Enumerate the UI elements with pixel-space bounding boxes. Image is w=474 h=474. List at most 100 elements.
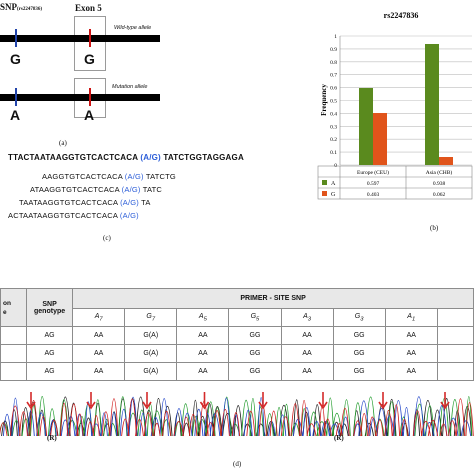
primer-cell: AA xyxy=(72,362,126,381)
primer-seq-post: TATC xyxy=(142,185,163,194)
red-arrow-icon xyxy=(142,392,152,410)
primer-snp-site: (A/G) xyxy=(124,172,144,181)
primer-cell: G(A) xyxy=(124,326,178,345)
subheader-a3: A3 xyxy=(280,308,334,327)
trace-peak xyxy=(121,398,172,437)
y-tick-label: 0.4 xyxy=(330,111,337,117)
subheader-index: 5 xyxy=(203,316,207,323)
primer-snp-site: (A/G) xyxy=(119,211,139,220)
trace-peak xyxy=(174,397,231,437)
template-seq-pre: TTACTAATAAGGTGTCACTCACA xyxy=(8,153,138,162)
primer-cell: AA xyxy=(280,362,334,381)
snp-id-sub: (rs2247836) xyxy=(17,7,43,12)
red-arrow-icon xyxy=(258,392,268,410)
trace-peak xyxy=(412,398,474,437)
red-arrow-icon xyxy=(199,392,210,410)
genotype-cell: AG xyxy=(26,326,74,345)
template-seq-post: TATCTGGTAGGAGA xyxy=(163,153,244,162)
bar-a-0 xyxy=(359,87,373,165)
data-value-label: 0.062 xyxy=(433,192,446,198)
y-tick-label: 0.6 xyxy=(330,86,337,92)
primer-3: TAATAAGGTGTCACTCACA (A/G) TA xyxy=(19,198,151,207)
mut-exon-allele: A xyxy=(84,107,95,123)
subheader-index: 7 xyxy=(99,316,103,323)
frequency-chart: rs2247836 Frequency 00.10.20.30.40.50.60… xyxy=(317,11,473,200)
red-arrow-icon xyxy=(318,392,328,410)
primer-cell: AA xyxy=(72,344,126,363)
subheader-a1: A1 xyxy=(384,308,438,327)
primer-seq-pre: ATAAGGTGTCACTCACA xyxy=(30,185,122,194)
subheader-letter: A xyxy=(198,312,204,320)
subheader-extra xyxy=(436,308,474,327)
trace-peak xyxy=(413,396,472,437)
caption-c: (c) xyxy=(103,234,111,242)
caption-d: (d) xyxy=(233,460,242,468)
y-tick-label: 0.5 xyxy=(330,99,337,105)
category-label: Europe (CEU) xyxy=(357,169,389,176)
primer-4: ACTAATAAGGTGTCACTCACA (A/G) xyxy=(8,211,139,220)
primer-site-header-text: PRIMER - SITE SNP xyxy=(240,295,306,302)
trace-peak xyxy=(353,396,408,437)
population-cell xyxy=(0,344,28,363)
exon5-box-top xyxy=(74,16,106,71)
trace-peak xyxy=(173,400,230,437)
population-cell xyxy=(0,362,28,381)
chart-y-axis-label: Frequency xyxy=(320,84,328,116)
subheader-index: 5 xyxy=(256,316,260,323)
table-row: AG AA G(A) AA GG AA GG AA xyxy=(0,344,474,363)
table-row: AG AA G(A) AA GG AA GG AA xyxy=(0,362,474,381)
wild-exon-allele: G xyxy=(84,51,95,67)
trace-peak xyxy=(229,398,290,437)
subheader-index: 7 xyxy=(151,316,156,323)
primer-1: AAGGTGTCACTCACA (A/G) TATCTG xyxy=(42,172,176,181)
chromatogram-traces xyxy=(0,392,474,437)
subheader-g3: G3 xyxy=(332,308,386,327)
wild-type-label: Wild-type allele xyxy=(114,25,152,31)
primer-cell: GG xyxy=(228,344,282,363)
template-snp-site: (A/G) xyxy=(140,153,161,162)
template-sequence: TTACTAATAAGGTGTCACTCACA (A/G) TATCTGGTAG… xyxy=(8,153,244,162)
primer-snp-site: (A/G) xyxy=(120,198,140,207)
primer-seq-pre: ACTAATAAGGTGTCACTCACA xyxy=(8,211,120,220)
primer-seq-pre: AAGGTGTCACTCACA xyxy=(42,172,125,181)
y-tick-label: 0.9 xyxy=(330,47,337,53)
primer-cell: GG xyxy=(332,344,386,363)
trace-peak xyxy=(353,404,409,437)
red-arrow-icon xyxy=(26,392,36,410)
subheader-letter: G xyxy=(250,312,257,320)
snp-title-text: SNP xyxy=(0,2,18,12)
wild-type-chromosome xyxy=(0,35,160,42)
chart-legend-table: Europe (CEU) Asia (CHB) A 0.597 0.938 G 0.403 0… xyxy=(317,165,473,200)
trace-peak xyxy=(60,396,118,437)
subheader-letter: G xyxy=(354,312,361,320)
primer-cell: AA xyxy=(384,362,438,381)
red-arrow-icon xyxy=(86,392,96,410)
trace-peak xyxy=(0,400,59,437)
trace-peak xyxy=(232,397,287,437)
primer-2: ATAAGGTGTCACTCACA (A/G) TATC xyxy=(30,185,162,194)
table-row: AG AA G(A) AA GG AA GG AA xyxy=(0,326,474,345)
table-border xyxy=(317,165,473,200)
population-cell xyxy=(0,326,28,345)
primer-cell: GG xyxy=(332,362,386,381)
snp-title: SNP(rs2247836) xyxy=(0,2,42,12)
subheader-index: 1 xyxy=(411,316,416,323)
primer-seq-post: TATCTG xyxy=(145,172,176,181)
trace-peak xyxy=(2,397,57,437)
primer-seq-pre: TAATAAGGTGTCACTCACA xyxy=(19,198,121,207)
trace-label-r1: (R) xyxy=(47,434,57,442)
trace-arrows xyxy=(26,392,450,410)
trace-peak xyxy=(353,399,409,437)
trace-peak xyxy=(353,400,411,437)
primer-cell-extra xyxy=(436,326,474,345)
primer-cell-extra xyxy=(436,362,474,381)
col-genotype-header: SNP genotype xyxy=(26,288,74,327)
bar-a-1 xyxy=(425,43,439,165)
subheader-index: 3 xyxy=(307,316,311,323)
y-tick-label: 0.1 xyxy=(330,150,337,156)
genotype-cell: AG xyxy=(26,362,74,381)
caption-b: (b) xyxy=(430,224,439,232)
mut-snp-marker xyxy=(15,88,17,106)
primer-cell: AA xyxy=(176,344,230,363)
mut-snp-allele: A xyxy=(10,107,21,123)
